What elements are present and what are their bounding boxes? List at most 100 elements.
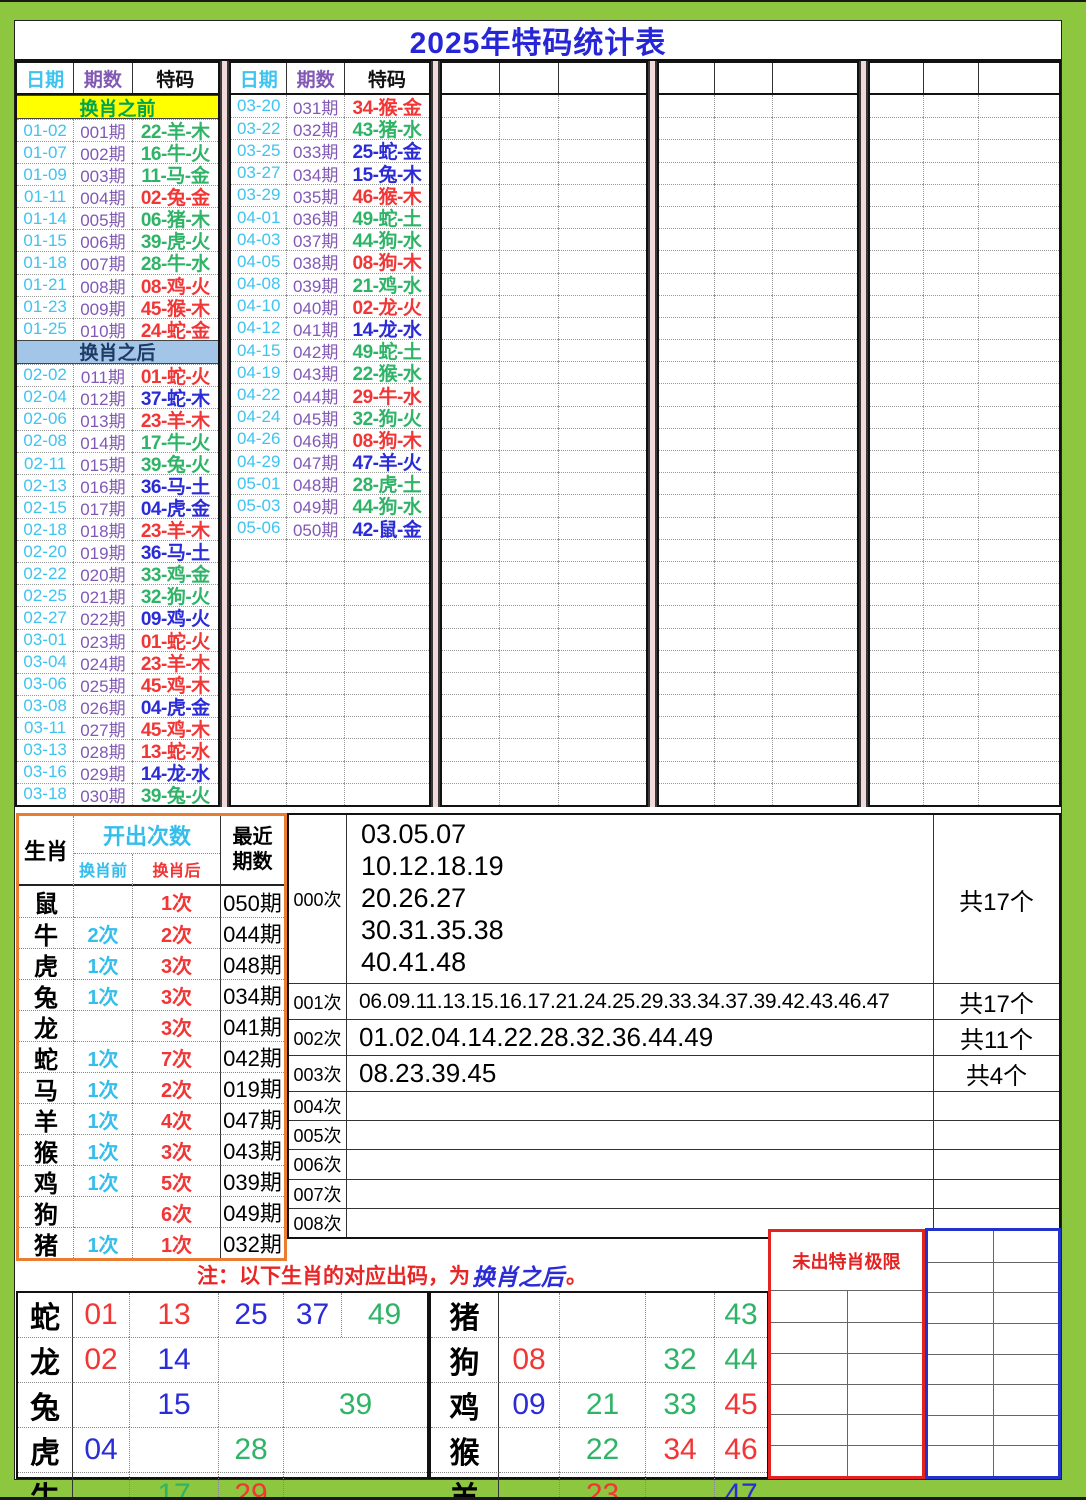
stat-before-count bbox=[74, 1196, 132, 1227]
col-header-period bbox=[922, 63, 978, 93]
draw-row bbox=[659, 228, 857, 251]
draw-date: 04-24 bbox=[231, 405, 287, 428]
draw-period: 044期 bbox=[286, 383, 344, 406]
draw-period: 027期 bbox=[73, 716, 132, 739]
draw-period: 041期 bbox=[286, 316, 344, 340]
draw-period bbox=[499, 516, 559, 539]
draw-code: 14-龙-水 bbox=[343, 316, 429, 340]
draw-code bbox=[558, 183, 646, 206]
draw-code bbox=[771, 782, 857, 805]
draw-period bbox=[922, 272, 978, 295]
draw-date bbox=[231, 671, 287, 694]
draw-date bbox=[659, 760, 715, 783]
draw-period: 015期 bbox=[73, 452, 132, 475]
draw-period bbox=[714, 472, 772, 495]
draw-row bbox=[442, 782, 646, 805]
draw-row bbox=[870, 294, 1059, 317]
draw-date: 02-06 bbox=[17, 407, 74, 430]
draw-period bbox=[922, 339, 978, 362]
map-number bbox=[499, 1293, 559, 1337]
grid-cell bbox=[928, 1261, 993, 1293]
draw-period bbox=[286, 583, 344, 606]
map-number bbox=[645, 1293, 714, 1337]
draw-code: 32-狗-火 bbox=[343, 405, 429, 428]
stat-after-count: 3次 bbox=[132, 1134, 220, 1165]
draw-period bbox=[714, 228, 772, 251]
draw-row bbox=[442, 316, 646, 340]
draw-period bbox=[922, 427, 978, 450]
draw-code bbox=[977, 383, 1059, 406]
grid-cell bbox=[993, 1231, 1058, 1262]
draw-date: 01-15 bbox=[17, 229, 74, 251]
draw-row bbox=[442, 161, 646, 184]
draw-period: 040期 bbox=[286, 294, 344, 317]
draw-row bbox=[659, 294, 857, 317]
draw-date bbox=[659, 738, 715, 760]
draw-code: 32-狗-火 bbox=[131, 584, 218, 607]
draw-period bbox=[714, 494, 772, 517]
draw-row: 03-08 026期 04-虎-金 bbox=[17, 694, 218, 717]
map-number: 32 bbox=[645, 1337, 714, 1382]
draw-row bbox=[442, 450, 646, 473]
draw-date bbox=[442, 272, 500, 295]
draw-date bbox=[659, 649, 715, 672]
draw-date bbox=[870, 139, 923, 161]
draw-code: 49-蛇-土 bbox=[343, 339, 429, 362]
draw-code bbox=[977, 738, 1059, 761]
draw-code: 08-狗-木 bbox=[343, 427, 429, 450]
draw-row bbox=[442, 294, 646, 317]
draw-row: 02-15 017期 04-虎-金 bbox=[17, 496, 218, 519]
draw-date bbox=[870, 782, 923, 805]
draw-code bbox=[343, 694, 429, 717]
draw-date bbox=[870, 272, 923, 295]
stat-zodiac: 虎 bbox=[19, 948, 74, 979]
draw-date: 04-12 bbox=[231, 316, 287, 339]
map-number: 02 bbox=[73, 1337, 129, 1382]
draw-row bbox=[659, 472, 857, 495]
frequency-total bbox=[933, 1120, 1059, 1150]
frequency-total bbox=[933, 1207, 1059, 1237]
draw-row: 01-23 009期 45-猴-木 bbox=[17, 295, 218, 318]
draw-row bbox=[659, 649, 857, 672]
draw-date bbox=[659, 250, 715, 272]
draw-code bbox=[558, 738, 646, 761]
draw-row bbox=[870, 117, 1059, 140]
map-zodiac: 羊 bbox=[431, 1472, 499, 1497]
map-number: 15 bbox=[129, 1382, 218, 1427]
draw-code bbox=[771, 272, 857, 295]
draw-row bbox=[231, 738, 429, 761]
draw-code: 49-蛇-土 bbox=[343, 205, 429, 229]
draw-date: 05-06 bbox=[231, 516, 287, 539]
draw-code: 28-虎-土 bbox=[343, 472, 429, 495]
draw-row: 03-11 027期 45-鸡-木 bbox=[17, 716, 218, 739]
draw-date bbox=[870, 605, 923, 627]
draw-date: 01-11 bbox=[17, 185, 74, 207]
draw-date bbox=[442, 472, 500, 494]
draw-code bbox=[771, 716, 857, 739]
map-number: 13 bbox=[129, 1293, 218, 1337]
draw-row bbox=[870, 649, 1059, 672]
draw-period: 006期 bbox=[73, 229, 132, 252]
grid-cell bbox=[846, 1352, 922, 1384]
draw-period: 028期 bbox=[73, 738, 132, 761]
draw-row bbox=[442, 738, 646, 761]
draw-row bbox=[442, 205, 646, 229]
draw-row: 05-01 048期 28-虎-土 bbox=[231, 472, 429, 495]
draw-date bbox=[442, 716, 500, 738]
draw-date bbox=[659, 228, 715, 250]
draw-period bbox=[922, 494, 978, 517]
draw-date: 03-04 bbox=[17, 650, 74, 673]
draw-period: 042期 bbox=[286, 339, 344, 362]
draw-code bbox=[771, 339, 857, 362]
draw-date: 05-03 bbox=[231, 494, 287, 516]
draw-period bbox=[714, 427, 772, 450]
draw-period: 002期 bbox=[73, 141, 132, 164]
stat-after-count: 1次 bbox=[132, 886, 220, 917]
draw-date bbox=[659, 95, 714, 117]
draw-row: 04-01 036期 49-蛇-土 bbox=[231, 205, 429, 229]
frequency-label: 002次 bbox=[289, 1019, 347, 1055]
draw-period: 035期 bbox=[286, 183, 344, 206]
draw-code bbox=[771, 671, 857, 695]
draw-row bbox=[659, 161, 857, 184]
